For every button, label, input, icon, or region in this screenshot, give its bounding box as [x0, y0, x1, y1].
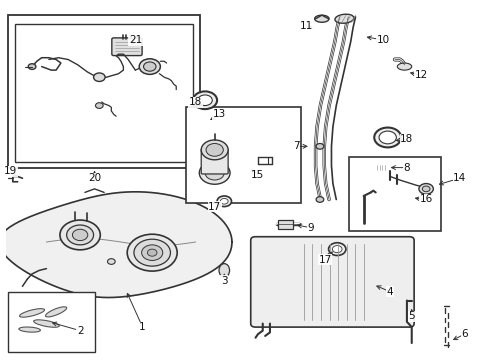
FancyBboxPatch shape: [278, 220, 293, 229]
Text: 13: 13: [212, 109, 225, 120]
Text: 8: 8: [403, 163, 409, 172]
Circle shape: [72, 229, 88, 240]
FancyBboxPatch shape: [15, 24, 193, 162]
Ellipse shape: [20, 309, 44, 317]
Circle shape: [205, 144, 223, 156]
Circle shape: [143, 62, 156, 71]
Circle shape: [134, 239, 170, 266]
Text: 15: 15: [251, 170, 264, 180]
Circle shape: [204, 166, 224, 180]
Circle shape: [127, 234, 177, 271]
Circle shape: [107, 259, 115, 264]
Text: 18: 18: [188, 97, 202, 107]
Text: 7: 7: [292, 141, 299, 151]
Text: 14: 14: [452, 173, 466, 183]
Circle shape: [332, 246, 341, 253]
FancyBboxPatch shape: [201, 149, 228, 174]
Text: 9: 9: [307, 223, 313, 233]
Circle shape: [193, 91, 217, 109]
FancyBboxPatch shape: [185, 107, 301, 203]
FancyBboxPatch shape: [250, 237, 413, 327]
Ellipse shape: [334, 14, 353, 23]
Text: 6: 6: [460, 329, 467, 339]
Polygon shape: [0, 192, 231, 297]
Circle shape: [95, 103, 103, 108]
Text: 17: 17: [207, 202, 221, 212]
Ellipse shape: [34, 320, 59, 327]
Circle shape: [217, 196, 231, 207]
Text: 18: 18: [400, 134, 413, 144]
Ellipse shape: [45, 307, 66, 317]
Text: 4: 4: [386, 287, 393, 297]
Text: 20: 20: [88, 173, 101, 183]
Text: 2: 2: [77, 326, 83, 336]
Circle shape: [198, 95, 212, 105]
Circle shape: [378, 131, 396, 144]
Circle shape: [220, 198, 228, 204]
Circle shape: [93, 73, 105, 81]
Circle shape: [373, 127, 400, 147]
Text: 16: 16: [419, 194, 432, 204]
Text: 11: 11: [299, 21, 312, 31]
Ellipse shape: [219, 264, 229, 277]
Circle shape: [60, 220, 100, 250]
Text: 17: 17: [318, 255, 331, 265]
Text: 19: 19: [4, 166, 17, 176]
Circle shape: [28, 64, 36, 69]
FancyBboxPatch shape: [8, 292, 94, 352]
Circle shape: [66, 225, 93, 245]
Text: 1: 1: [139, 322, 145, 332]
Ellipse shape: [396, 63, 411, 70]
Circle shape: [147, 249, 157, 256]
Ellipse shape: [314, 15, 328, 22]
Circle shape: [139, 59, 160, 75]
Circle shape: [142, 245, 163, 260]
Circle shape: [328, 243, 345, 256]
Text: 3: 3: [221, 276, 227, 286]
Text: 21: 21: [128, 35, 142, 45]
FancyBboxPatch shape: [8, 15, 200, 168]
Text: 10: 10: [376, 35, 388, 45]
Text: 5: 5: [407, 311, 414, 321]
Circle shape: [201, 140, 228, 160]
FancyBboxPatch shape: [112, 38, 142, 55]
Circle shape: [315, 197, 323, 202]
FancyBboxPatch shape: [371, 163, 390, 172]
Circle shape: [315, 144, 323, 149]
Text: 12: 12: [414, 71, 427, 80]
Circle shape: [418, 184, 432, 194]
Circle shape: [422, 186, 429, 192]
Circle shape: [199, 162, 229, 184]
FancyBboxPatch shape: [348, 157, 440, 231]
Ellipse shape: [19, 327, 41, 332]
